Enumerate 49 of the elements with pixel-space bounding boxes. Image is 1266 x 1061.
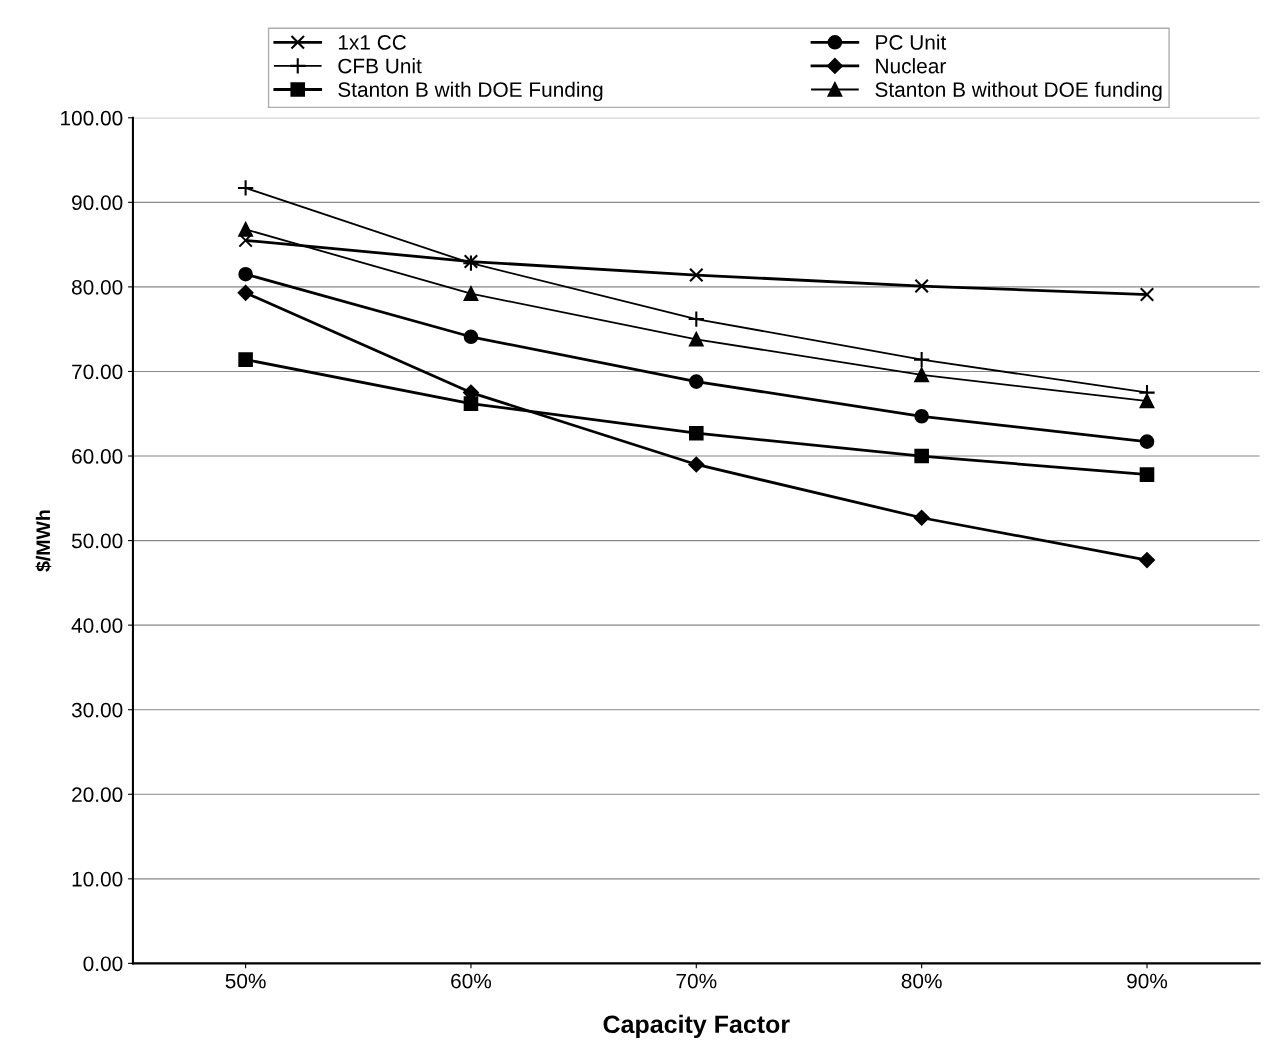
legend-label: Stanton B with DOE Funding xyxy=(338,81,603,102)
y-tick-label: 40.00 xyxy=(71,618,123,633)
point xyxy=(687,310,705,328)
y-tick-label: 60.00 xyxy=(72,449,123,464)
point xyxy=(914,408,929,424)
point xyxy=(914,448,929,464)
x-tick-label: 80% xyxy=(901,973,942,989)
legend-label: Nuclear xyxy=(876,58,946,74)
y-tick-label: 30.00 xyxy=(71,702,123,718)
x-tick-label: 70% xyxy=(676,973,717,989)
point xyxy=(689,332,704,347)
x-tick-label: 60% xyxy=(451,973,492,989)
y-tick-label: 20.00 xyxy=(72,787,123,803)
point xyxy=(1139,393,1155,409)
y-tick-label: 80.00 xyxy=(71,279,123,295)
point xyxy=(1139,287,1155,302)
y-tick-label: 10.00 xyxy=(72,871,123,887)
x-tick-label: 50% xyxy=(225,973,266,989)
y-tick-label: 50.00 xyxy=(71,533,123,549)
point xyxy=(914,367,929,383)
point xyxy=(1139,467,1155,482)
point xyxy=(1139,552,1155,568)
point xyxy=(1139,434,1155,449)
point xyxy=(689,425,704,441)
legend-label: Stanton B without DOE funding xyxy=(875,81,1162,102)
point xyxy=(238,352,253,367)
point xyxy=(688,456,705,473)
point xyxy=(689,374,704,389)
point xyxy=(238,266,253,282)
point xyxy=(913,509,930,526)
y-tick-label: 70.00 xyxy=(72,364,123,380)
point xyxy=(463,396,479,411)
x-axis-title: Capacity Factor xyxy=(603,1014,790,1039)
y-tick-label: 100.00 xyxy=(61,110,123,126)
point xyxy=(914,278,929,294)
point xyxy=(912,350,931,369)
point xyxy=(463,329,479,345)
y-axis-title: $/MWh xyxy=(35,510,52,572)
point xyxy=(237,284,254,301)
legend-label: CFB Unit xyxy=(338,58,422,74)
point xyxy=(238,222,253,237)
legend-label: PC Unit xyxy=(876,34,947,50)
point xyxy=(236,179,255,197)
point xyxy=(463,286,479,301)
legend-label: 1x1 CC xyxy=(338,35,406,50)
point xyxy=(689,267,704,283)
y-tick-label: 0.00 xyxy=(83,956,123,972)
y-tick-label: 90.00 xyxy=(72,195,123,211)
x-tick-label: 90% xyxy=(1127,973,1168,989)
